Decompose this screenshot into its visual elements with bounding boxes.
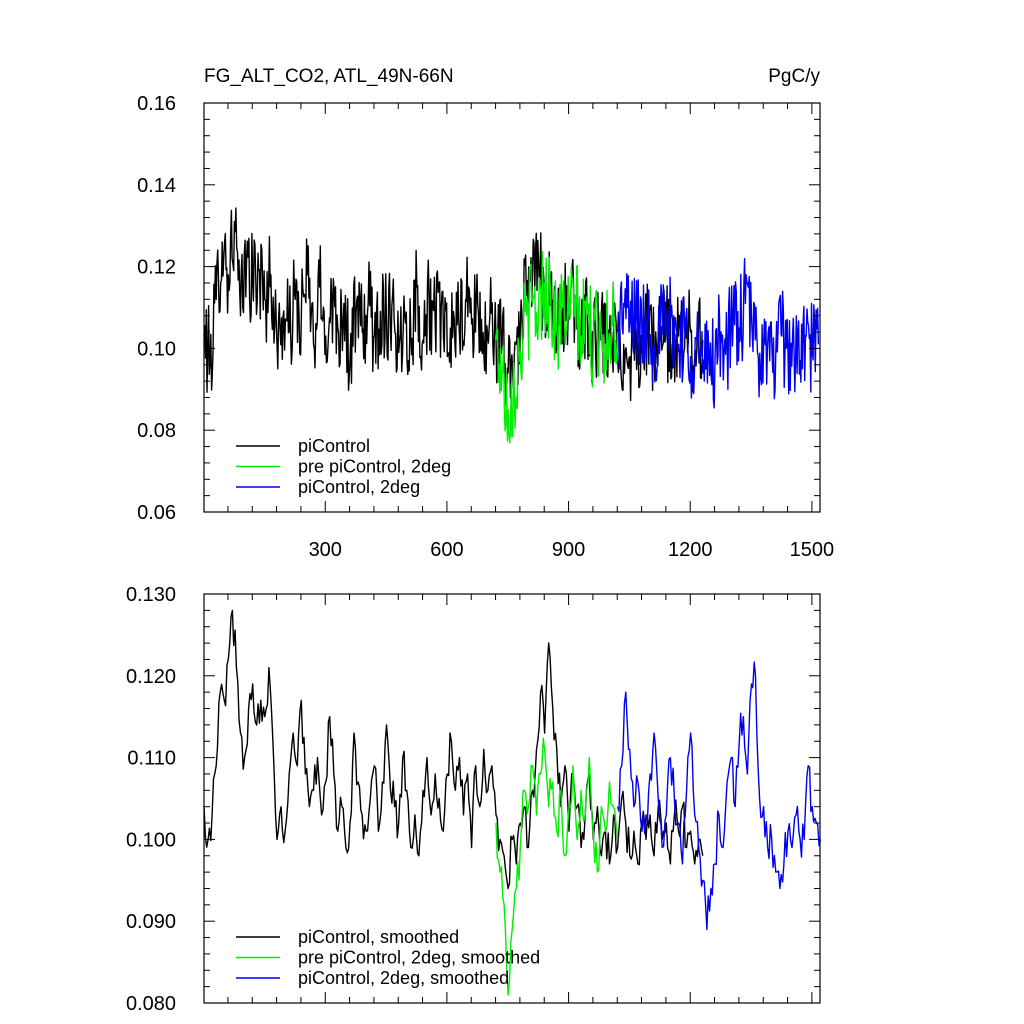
bottom-series-line-0	[203, 609, 704, 890]
top-y-tick-label: 0.10	[137, 338, 176, 360]
chart-title: FG_ALT_CO2, ATL_49N-66N	[204, 66, 454, 87]
bottom-plot-frame	[203, 593, 821, 1004]
bottom-series-line-2	[616, 661, 822, 931]
top-plot-frame	[203, 102, 821, 513]
top-x-tick-label: 900	[552, 539, 585, 561]
units-label: PgC/y	[768, 66, 820, 87]
bottom-axes: 0.080 0.090 0.100 0.110 0.120 0.130	[126, 584, 821, 1015]
bottom-y-tick-label: 0.130	[126, 584, 176, 606]
top-y-tick-label: 0.14	[137, 175, 176, 197]
top-y-tick-label: 0.16	[137, 93, 176, 115]
bottom-panel: 0.080 0.090 0.100 0.110 0.120 0.130 piControl…	[126, 584, 822, 1015]
top-series-line-2	[616, 258, 820, 409]
bottom-legend-label-0: piControl, smoothed	[298, 927, 459, 947]
top-x-tick-label: 300	[309, 539, 342, 561]
top-legend-label-2: piControl, 2deg	[298, 477, 420, 497]
top-y-tick-label: 0.08	[137, 420, 176, 442]
bottom-y-tick-label: 0.080	[126, 993, 176, 1015]
bottom-y-tick-label: 0.120	[126, 666, 176, 688]
top-legend-label-1: pre piControl, 2deg	[298, 457, 451, 477]
top-panel: FG_ALT_CO2, ATL_49N-66N PgC/y 0.060.080.…	[137, 66, 834, 561]
top-x-tick-label: 600	[430, 539, 463, 561]
top-x-tick-label: 1500	[790, 539, 835, 561]
top-y-tick-label: 0.12	[137, 257, 176, 279]
bottom-series-group	[203, 609, 822, 996]
bottom-y-tick-label: 0.090	[126, 911, 176, 933]
top-legend-label-0: piControl	[298, 436, 370, 456]
bottom-y-tick-label: 0.110	[127, 748, 176, 770]
top-series-line-1	[495, 250, 619, 444]
top-y-tick-label: 0.06	[137, 502, 176, 524]
top-x-tick-label: 1200	[668, 539, 713, 561]
top-series-group	[203, 207, 820, 444]
bottom-legend-label-1: pre piControl, 2deg, smoothed	[298, 948, 540, 968]
top-axes: 0.06 0.08 0.10 0.12 0.14 0.16 300 600 900 1200 150…	[137, 93, 834, 561]
bottom-legend-label-2: piControl, 2deg, smoothed	[298, 968, 509, 988]
bottom-series-line-1	[495, 737, 619, 996]
bottom-y-tick-label: 0.100	[126, 829, 176, 851]
